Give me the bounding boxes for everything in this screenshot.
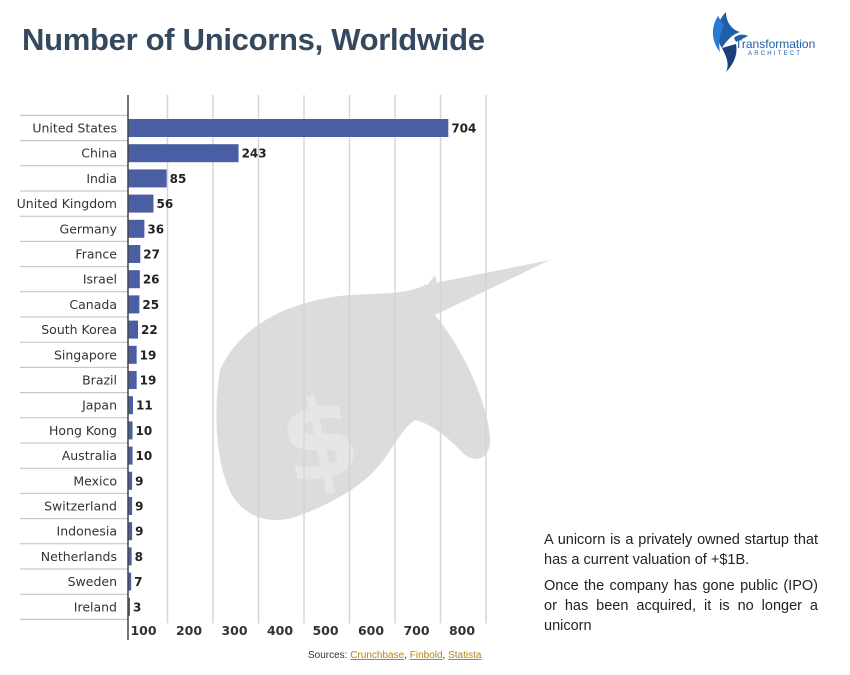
bar [128, 119, 449, 137]
bar [128, 471, 133, 490]
category-label: France [75, 247, 117, 262]
bar [128, 144, 239, 163]
value-label: 10 [136, 449, 153, 463]
value-label: 11 [136, 399, 153, 413]
chart-row-separators [20, 114, 128, 620]
chart-axis: 100 200 300 400 500 600 700 800 United States 704… [17, 95, 476, 640]
value-label: 25 [142, 298, 159, 312]
x-tick-label: 400 [267, 623, 293, 638]
category-label: Sweden [68, 574, 117, 589]
bar [128, 320, 139, 339]
value-label: 22 [141, 323, 158, 337]
unicorn-definition-note: A unicorn is a privately owned startup t… [544, 532, 818, 568]
logo-name: Transformation [735, 37, 816, 51]
unicorn-exit-note: Once the company has gone public (IPO) o… [544, 578, 818, 634]
x-tick-label: 500 [312, 623, 338, 638]
category-label: Australia [62, 448, 117, 463]
source-link-statista[interactable]: Statista [448, 650, 482, 661]
bar [128, 219, 145, 238]
x-tick-label: 300 [221, 623, 247, 638]
bar [128, 245, 141, 263]
bar [128, 597, 130, 616]
logo-tagline: ARCHITECT [748, 51, 803, 57]
bar [128, 396, 134, 415]
bar [128, 295, 140, 314]
chart-bars [128, 119, 449, 616]
bar [128, 547, 132, 566]
bar [128, 446, 133, 465]
bar [128, 522, 133, 541]
category-label: South Korea [41, 322, 117, 337]
category-label: Hong Kong [49, 423, 117, 438]
value-label: 9 [135, 474, 143, 488]
value-label: 9 [135, 525, 143, 539]
x-tick-label: 100 [130, 623, 156, 638]
x-tick-label: 800 [449, 623, 475, 638]
category-label: Singapore [54, 347, 117, 362]
category-label: India [86, 171, 117, 186]
category-label: Mexico [73, 473, 117, 488]
value-label: 56 [156, 197, 173, 211]
value-label: 19 [140, 348, 157, 362]
sources-label: Sources: [308, 650, 348, 661]
category-label: United States [32, 121, 117, 136]
bar [128, 371, 137, 389]
value-label: 704 [451, 122, 476, 136]
value-label: 9 [135, 500, 143, 514]
category-label: Japan [81, 398, 117, 413]
unicorn-watermark-icon: $ [216, 260, 550, 521]
page-title: Number of Unicorns, Worldwide [22, 22, 485, 57]
value-label: 3 [133, 600, 141, 614]
category-label: Indonesia [57, 524, 117, 539]
category-label: China [81, 146, 117, 161]
bar [128, 270, 140, 289]
bird-logo-icon [712, 12, 748, 72]
bar [128, 497, 133, 515]
source-link-finbold[interactable]: Finbold [409, 650, 443, 661]
category-label: Canada [69, 297, 117, 312]
category-label: Ireland [74, 599, 117, 614]
category-label: Netherlands [41, 549, 117, 564]
chart-grid [166, 95, 487, 624]
x-tick-label: 700 [403, 623, 429, 638]
source-link-crunchbase[interactable]: Crunchbase [350, 650, 405, 661]
value-label: 10 [136, 424, 153, 438]
category-label: Brazil [82, 373, 117, 388]
sources-line: Sources: Crunchbase, Finbold, Statista [308, 650, 482, 661]
bar [128, 421, 133, 440]
value-label: 7 [134, 575, 142, 589]
category-label: Germany [60, 221, 118, 236]
value-label: 85 [170, 172, 187, 186]
value-label: 36 [147, 222, 164, 236]
value-label: 27 [143, 248, 160, 262]
bar [128, 169, 167, 188]
value-label: 243 [242, 147, 267, 161]
category-label: United Kingdom [17, 196, 117, 211]
value-label: 26 [143, 273, 160, 287]
x-tick-label: 200 [176, 623, 202, 638]
value-label: 19 [140, 374, 157, 388]
x-tick-label: 600 [358, 623, 384, 638]
value-label: 8 [135, 550, 143, 564]
bar [128, 572, 132, 591]
bar [128, 194, 154, 213]
category-label: Switzerland [44, 499, 117, 514]
bar [128, 345, 137, 364]
category-label: Israel [83, 272, 117, 287]
